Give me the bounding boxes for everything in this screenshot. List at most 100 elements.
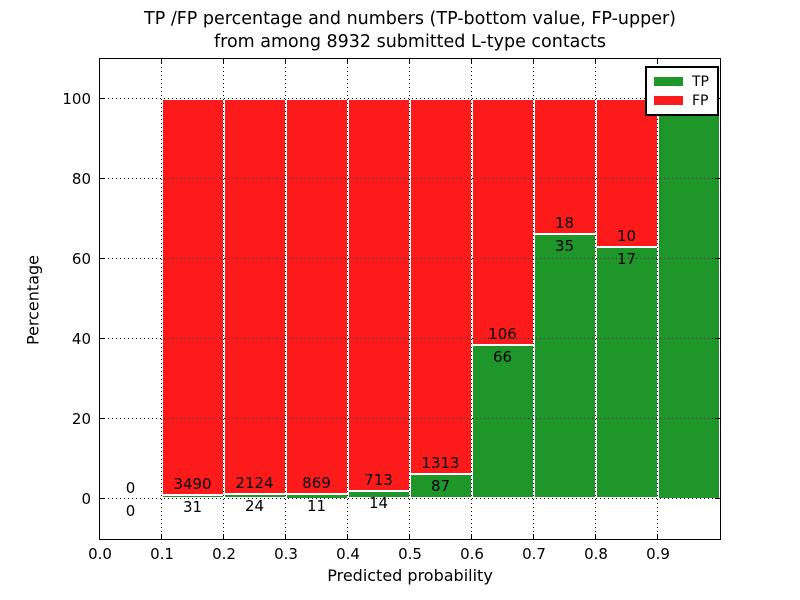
x-tick-bottom <box>161 533 162 539</box>
fp-count-label: 2124 <box>235 474 274 493</box>
x-gridline <box>347 58 348 539</box>
bar-fp-segment <box>285 98 348 494</box>
bar-tp-segment <box>657 98 720 499</box>
tp-count-label: 14 <box>368 493 389 512</box>
y-tick-label: 80 <box>71 170 91 188</box>
y-tick-left <box>99 498 105 499</box>
tp-count-label: 31 <box>182 497 203 516</box>
x-tick-bottom <box>285 533 286 539</box>
y-tick-left <box>99 178 105 179</box>
y-gridline <box>99 178 720 179</box>
y-tick-left <box>99 418 105 419</box>
tp-count-label: 11 <box>306 496 327 515</box>
fp-count-label: 106 <box>488 325 517 343</box>
bar-tp-segment <box>595 246 658 499</box>
x-tick-label: 0.5 <box>398 545 422 563</box>
x-tick-bottom <box>99 533 100 539</box>
chart-title-line2: from among 8932 submitted L-type contact… <box>213 32 607 52</box>
tp-color-swatch <box>654 77 683 86</box>
tp-count-label: 0 <box>125 501 136 520</box>
legend: TP FP <box>645 66 719 116</box>
x-tick-label: 0.8 <box>584 545 608 563</box>
x-gridline <box>471 58 472 539</box>
x-gridline <box>533 58 534 539</box>
x-tick-top <box>409 58 410 64</box>
x-tick-bottom <box>471 533 472 539</box>
plot-area: 0 0 3490 31 2124 24 869 11 713 14 1313 87 106 66 18 35 1… <box>98 57 721 540</box>
tp-count-label: 87 <box>430 476 451 495</box>
bar-fp-segment <box>347 98 410 491</box>
x-tick-label: 0.1 <box>150 545 174 563</box>
y-gridline <box>99 98 720 99</box>
fp-count-label: 1313 <box>421 453 460 472</box>
x-tick-bottom <box>595 533 596 539</box>
legend-label-fp: FP <box>692 92 709 109</box>
y-tick-right <box>714 418 720 419</box>
x-tick-top <box>347 58 348 64</box>
chart-title-line1: TP /FP percentage and numbers (TP-bottom… <box>144 9 676 29</box>
x-tick-label: 0.2 <box>212 545 236 563</box>
y-tick-left <box>99 98 105 99</box>
fp-count-label: 3490 <box>173 474 212 493</box>
y-gridline <box>99 258 720 259</box>
bar-tp-segment <box>471 345 534 499</box>
y-tick-left <box>99 258 105 259</box>
fp-count-label: 713 <box>364 470 393 489</box>
x-tick-label: 0.9 <box>646 545 670 563</box>
legend-item-fp: FP <box>654 91 709 110</box>
fp-count-label: 0 <box>125 478 136 497</box>
y-gridline <box>99 338 720 339</box>
x-tick-label: 0.0 <box>88 545 112 563</box>
x-gridline <box>285 58 286 539</box>
x-tick-bottom <box>409 533 410 539</box>
x-tick-bottom <box>657 533 658 539</box>
tp-count-label: 24 <box>244 497 265 516</box>
x-gridline <box>223 58 224 539</box>
x-tick-label: 0.4 <box>336 545 360 563</box>
x-gridline <box>595 58 596 539</box>
fp-color-swatch <box>654 96 683 105</box>
x-gridline <box>161 58 162 539</box>
legend-label-tp: TP <box>692 73 709 90</box>
x-tick-bottom <box>347 533 348 539</box>
y-tick-label: 20 <box>71 410 91 428</box>
x-tick-label: 0.3 <box>274 545 298 563</box>
y-tick-right <box>714 498 720 499</box>
tp-count-label: 17 <box>616 249 637 268</box>
x-tick-top <box>471 58 472 64</box>
x-axis-label: Predicted probability <box>327 566 493 585</box>
fp-count-label: 10 <box>616 226 637 245</box>
bar-fp-segment <box>223 98 286 495</box>
y-tick-label: 60 <box>71 250 91 268</box>
x-tick-top <box>223 58 224 64</box>
x-tick-bottom <box>533 533 534 539</box>
x-tick-top <box>285 58 286 64</box>
y-tick-label: 100 <box>62 90 91 108</box>
bar-fp-segment <box>409 98 472 474</box>
y-tick-label: 0 <box>81 490 91 508</box>
y-gridline <box>99 498 720 499</box>
y-gridline <box>99 418 720 419</box>
x-tick-top <box>99 58 100 64</box>
fp-count-label: 869 <box>302 473 331 492</box>
y-tick-left <box>99 338 105 339</box>
chart-title: TP /FP percentage and numbers (TP-bottom… <box>100 8 720 54</box>
bar-fp-segment <box>161 98 224 495</box>
y-tick-right <box>714 178 720 179</box>
bar-fp-segment <box>533 98 596 235</box>
x-gridline <box>657 58 658 539</box>
x-tick-top <box>595 58 596 64</box>
fp-count-label: 18 <box>554 214 575 233</box>
legend-item-tp: TP <box>654 72 709 91</box>
x-tick-label: 0.7 <box>522 545 546 563</box>
tp-count-label: 35 <box>554 237 575 256</box>
x-tick-label: 0.6 <box>460 545 484 563</box>
x-tick-top <box>533 58 534 64</box>
y-tick-right <box>714 338 720 339</box>
x-tick-top <box>161 58 162 64</box>
bar-fp-segment <box>471 98 534 345</box>
x-tick-top <box>657 58 658 64</box>
bar-tp-segment <box>533 234 596 499</box>
x-gridline <box>409 58 410 539</box>
